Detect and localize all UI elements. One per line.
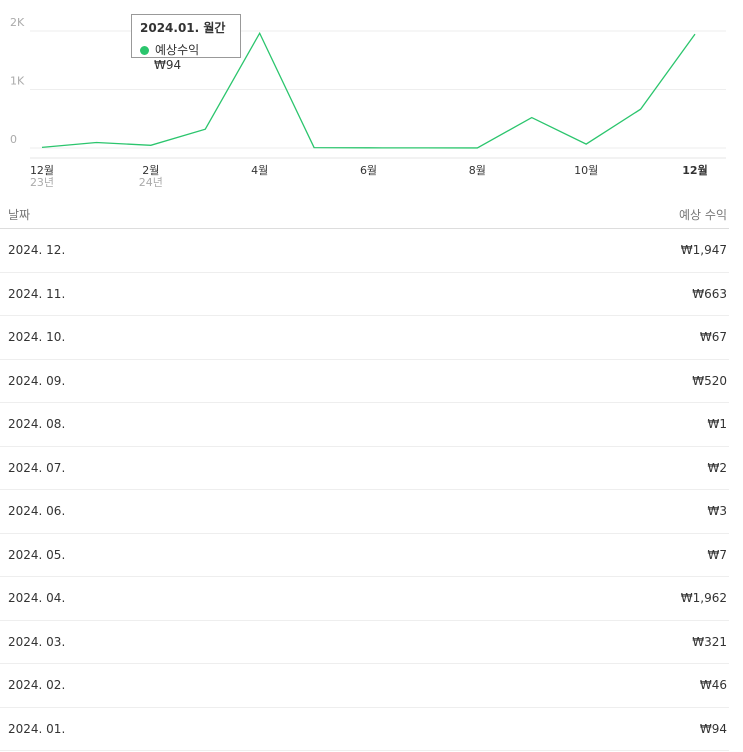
table-row: 2024. 02. ₩46 [0, 664, 729, 708]
table: 날짜 예상 수익 2024. 12. ₩1,947 2024. 11. ₩663 202… [0, 200, 729, 751]
amount-cell: ₩2 [707, 460, 728, 475]
date-cell: 2024. 08. [8, 417, 66, 432]
table-row: 2024. 03. ₩321 [0, 621, 729, 664]
line [41, 31, 696, 149]
amount-cell: ₩94 [699, 721, 727, 736]
x-tick-label: 6월 [360, 164, 377, 177]
table-row: 2024. 05. ₩7 [0, 534, 729, 577]
x-tick-label: 2월 [142, 164, 159, 177]
table-row: 2024. 04. ₩1,962 [0, 577, 729, 621]
table-row: 2024. 08. ₩1 [0, 403, 729, 447]
date-cell: 2024. 06. [8, 504, 66, 519]
tooltip-title: 2024.01. 월간 [140, 21, 226, 35]
date-cell: 2024. 09. [8, 373, 66, 388]
date-cell: 2024. 10. [8, 330, 66, 345]
x-tick-label: 12월 [30, 164, 54, 177]
x-tick-label: 10월 [574, 164, 598, 177]
x-year-label: 23년 [30, 176, 54, 189]
header-cell: 예상 수익 [679, 207, 727, 222]
x-tick-label: 12월 [682, 163, 707, 177]
table-row: 2024. 07. ₩2 [0, 447, 729, 490]
date-cell: 2024. 11. [8, 286, 66, 301]
header-cell: 날짜 [8, 207, 31, 222]
amount-cell: ₩1,962 [680, 591, 727, 606]
amount-cell: ₩46 [699, 678, 727, 693]
table-row: 2024. 06. ₩3 [0, 490, 729, 534]
table-header: 날짜 예상 수익 [0, 200, 729, 229]
amount-cell: ₩67 [699, 330, 727, 345]
table-row: 2024. 12. ₩1,947 [0, 229, 729, 273]
tooltip-value: ₩94 [154, 58, 182, 72]
tooltip-series: 예상수익 [155, 43, 200, 57]
amount-cell: ₩3 [707, 504, 728, 519]
y-tick-label: 1K [10, 75, 25, 88]
table-row: 2024. 01. ₩94 [0, 708, 729, 751]
table-row: 2024. 09. ₩520 [0, 360, 729, 403]
date-cell: 2024. 05. [8, 547, 66, 562]
x-tick-label: 4월 [251, 164, 268, 177]
date-cell: 2024. 02. [8, 678, 66, 693]
date-cell: 2024. 07. [8, 460, 66, 475]
date-cell: 2024. 12. [8, 243, 66, 258]
x-tick-label: 8월 [469, 164, 486, 177]
amount-cell: ₩663 [692, 286, 727, 301]
amount-cell: ₩520 [692, 373, 727, 388]
date-cell: 2024. 03. [8, 634, 66, 649]
amount-cell: ₩321 [692, 634, 727, 649]
tooltip: 2024.01. 월간 예상수익₩94 [131, 14, 241, 72]
y-tick-label: 0 [10, 133, 17, 146]
y-tick-label: 2K [10, 16, 25, 29]
x-year-label: 24년 [139, 176, 163, 189]
amount-cell: ₩1 [707, 417, 728, 432]
table-row: 2024. 10. ₩67 [0, 316, 729, 360]
amount-cell: ₩1,947 [680, 243, 727, 258]
tooltip-dot [140, 46, 149, 55]
table-row: 2024. 11. ₩663 [0, 273, 729, 316]
date-cell: 2024. 04. [8, 591, 66, 606]
date-cell: 2024. 01. [8, 721, 66, 736]
amount-cell: ₩7 [707, 547, 728, 562]
